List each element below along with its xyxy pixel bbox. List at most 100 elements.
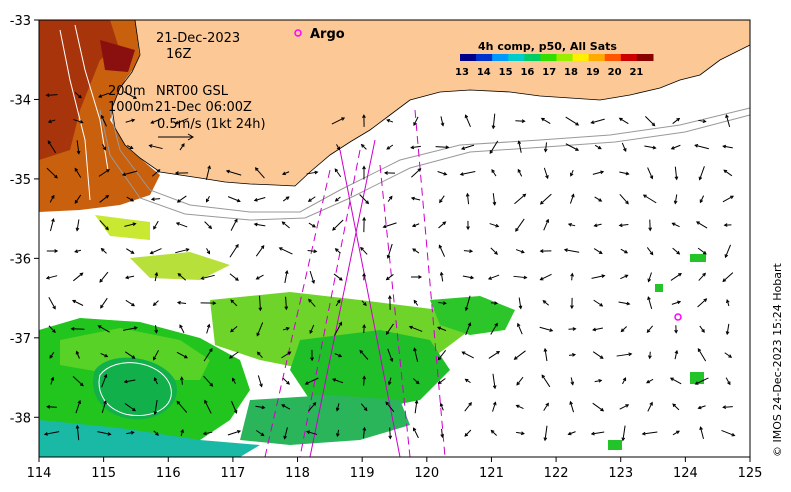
current-vector-head — [283, 435, 287, 440]
current-vector-head — [490, 429, 495, 434]
current-vector-head — [132, 222, 137, 227]
current-vector-head — [541, 374, 546, 379]
current-vector-head — [362, 272, 366, 277]
current-vector — [492, 113, 496, 129]
current-vector-head — [45, 93, 50, 98]
current-vector — [175, 117, 189, 125]
sst-patch-yellowgreen-north — [95, 215, 150, 240]
current-vector — [284, 427, 288, 439]
current-vector — [309, 324, 315, 334]
current-vector-head — [386, 118, 391, 123]
current-vector-head — [363, 407, 368, 412]
current-vector-head — [698, 176, 703, 181]
current-vector-head — [49, 354, 54, 359]
current-vector — [123, 91, 137, 99]
current-vector — [227, 196, 241, 202]
current-vector-head — [306, 430, 311, 435]
current-vector — [514, 350, 526, 360]
colorbar-swatch — [492, 54, 509, 61]
current-vector-head — [593, 223, 598, 228]
current-vector — [256, 430, 264, 436]
current-vector — [151, 169, 161, 177]
current-vector-head — [174, 120, 179, 125]
current-vector — [412, 248, 420, 254]
current-vector — [254, 197, 266, 201]
current-vector — [619, 171, 629, 175]
current-vector-head — [206, 323, 211, 328]
sst-patches — [39, 215, 706, 457]
current-vector-head — [309, 330, 313, 334]
current-vector — [363, 376, 365, 386]
current-vector — [464, 429, 472, 437]
current-vector — [308, 222, 316, 228]
current-vector — [101, 374, 107, 388]
colorbar-swatch — [572, 54, 590, 61]
current-vector-head — [253, 222, 258, 227]
current-vector — [48, 296, 56, 310]
current-vector — [721, 429, 735, 437]
current-vector-head — [570, 381, 575, 386]
current-vector-head — [540, 117, 545, 122]
current-vector — [539, 326, 553, 332]
current-vector — [642, 431, 658, 435]
current-vector — [514, 193, 526, 205]
current-vector-head — [74, 167, 79, 172]
current-vector — [334, 168, 342, 178]
current-vector — [361, 144, 367, 150]
current-vector-head — [669, 377, 674, 381]
current-vector — [412, 378, 420, 384]
current-vector-head — [492, 401, 497, 406]
current-vector — [203, 431, 213, 435]
sst-patch-small-3 — [655, 284, 663, 292]
current-vector-head — [150, 197, 155, 202]
current-vector-head — [121, 172, 126, 177]
current-vector-head — [233, 409, 238, 414]
current-vector-head — [414, 399, 419, 404]
current-vector — [335, 196, 341, 202]
current-vector — [411, 168, 421, 178]
current-vector-head — [365, 200, 370, 205]
current-vector-head — [388, 295, 392, 299]
current-vector — [336, 429, 340, 437]
current-vector-head — [670, 146, 675, 150]
current-vector — [438, 221, 446, 229]
current-vector — [616, 353, 632, 357]
current-vector — [465, 295, 471, 311]
current-vector-head — [694, 144, 699, 148]
sst-patch-small-4 — [690, 254, 706, 262]
current-vector — [466, 193, 470, 205]
current-vector-head — [494, 322, 498, 327]
current-vector — [724, 244, 732, 258]
current-vector — [206, 324, 210, 334]
current-vector-head — [641, 431, 646, 436]
current-vector — [99, 195, 109, 203]
current-vector-head — [437, 356, 442, 361]
current-vector-head — [625, 200, 629, 205]
current-vector-head — [133, 95, 138, 99]
current-vector-head — [440, 434, 445, 439]
current-vector-head — [338, 277, 343, 281]
current-vector-head — [722, 278, 727, 283]
current-vector-head — [442, 301, 447, 306]
current-vector — [47, 406, 57, 408]
copyright-text: © IMOS 24-Dec-2023 15:24 Hobart — [771, 262, 784, 457]
current-vector — [670, 273, 682, 281]
current-vector-head — [363, 302, 367, 307]
current-vector-head — [543, 347, 548, 352]
current-vector — [700, 427, 704, 439]
current-vector — [672, 247, 680, 255]
current-vector-head — [386, 254, 391, 259]
plot-frame — [38, 19, 751, 458]
current-vector-head — [443, 171, 448, 176]
colorbar-swatch — [636, 54, 654, 61]
current-vector — [440, 116, 444, 126]
current-vector — [463, 250, 473, 252]
current-vector-head — [723, 223, 728, 227]
current-vector-head — [97, 325, 102, 329]
sst-patch-cyan-strip — [39, 420, 260, 457]
x-tick-label: 123 — [608, 466, 633, 481]
current-vector-head — [464, 432, 469, 437]
current-vector — [440, 403, 444, 411]
current-vector — [308, 196, 316, 202]
current-vector — [153, 220, 159, 230]
